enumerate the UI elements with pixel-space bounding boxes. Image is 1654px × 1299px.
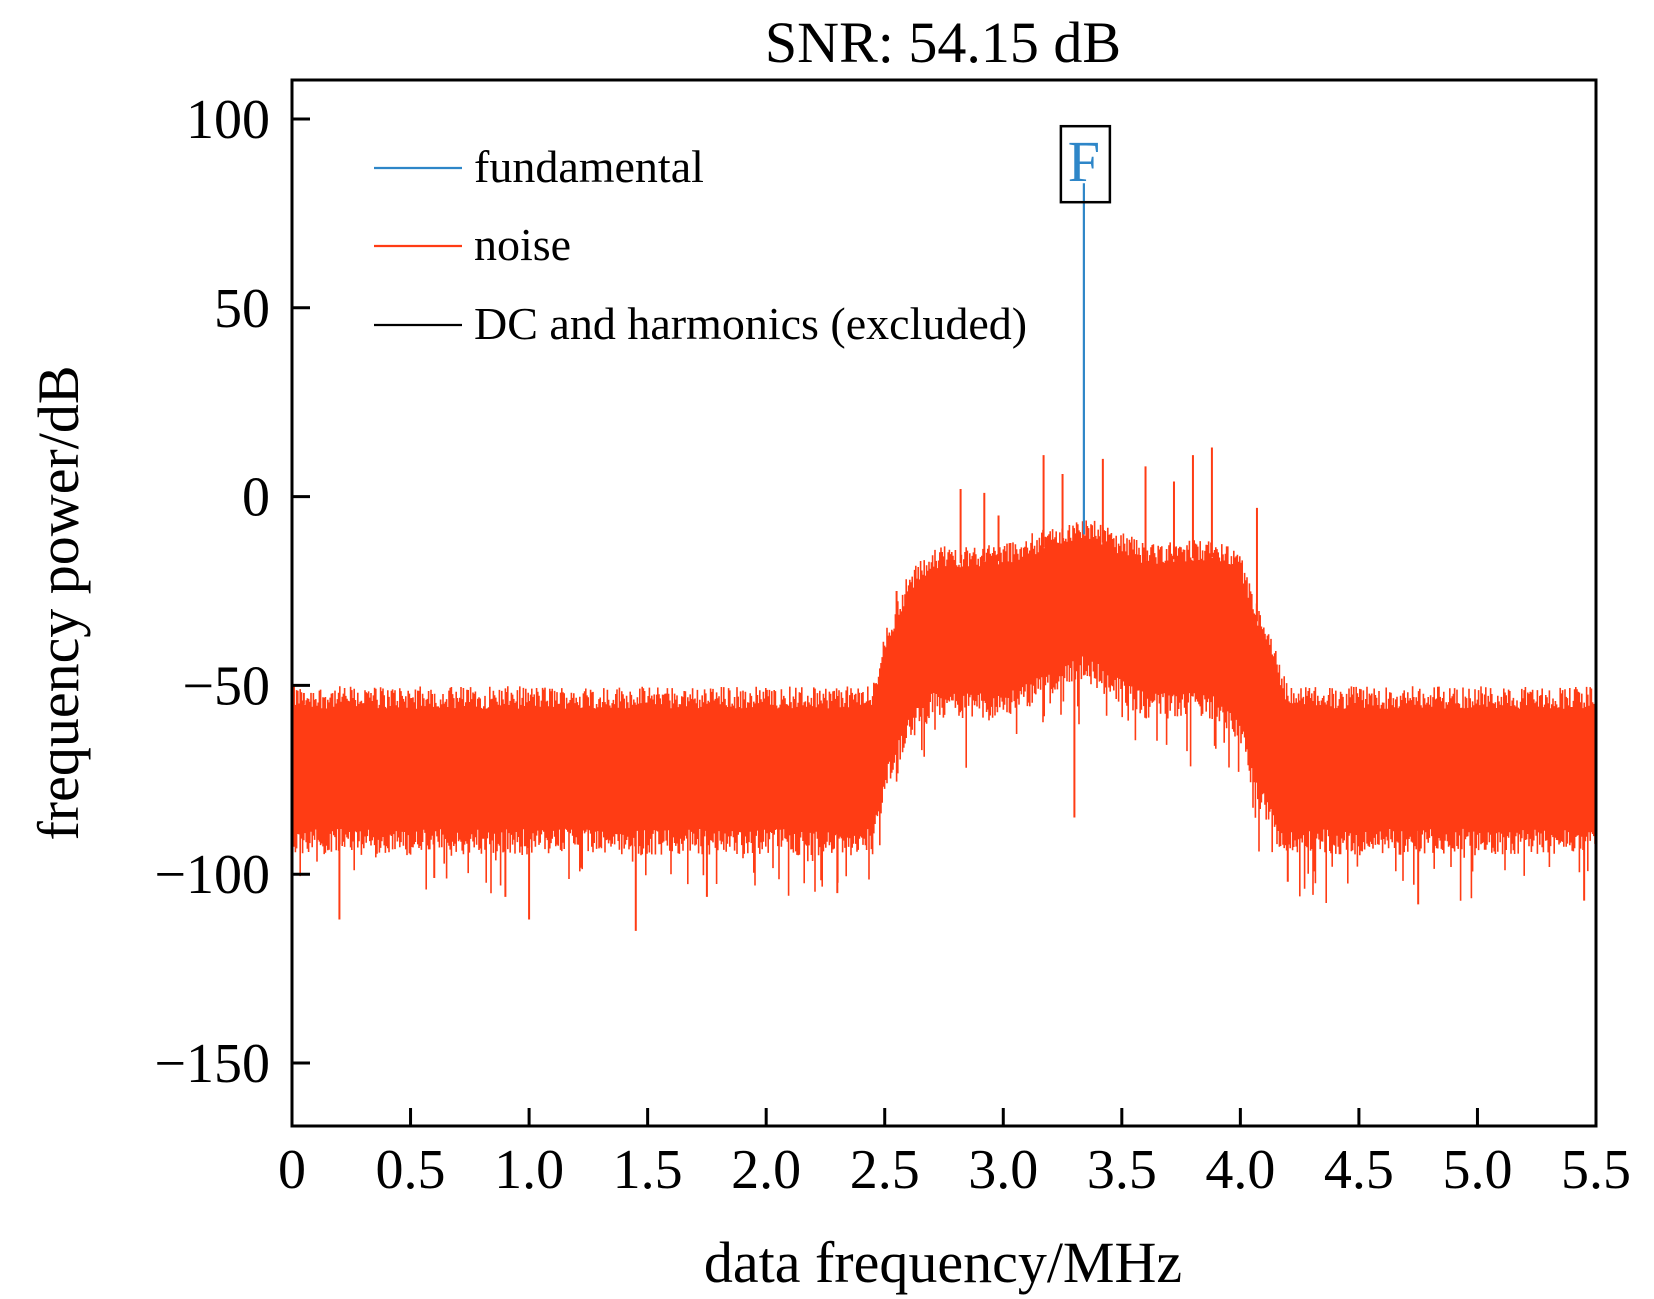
legend-label: noise: [474, 219, 571, 270]
x-tick-label: 2.0: [731, 1139, 801, 1201]
y-tick-label: 50: [214, 278, 270, 340]
x-tick-label: 5.0: [1442, 1139, 1512, 1201]
fundamental-marker: F: [1059, 124, 1112, 204]
y-tick-label: −100: [154, 844, 270, 906]
x-axis-ticks: 0 0.5 1.0 1.5 2.0 2.5 3.0 3.5 4.0 4.5 5.0 5.5: [278, 1108, 1631, 1201]
x-tick-label: 1.5: [613, 1139, 683, 1201]
marker-label: F: [1068, 129, 1100, 194]
x-axis-label: data frequency/MHz: [704, 1230, 1182, 1295]
legend-label: fundamental: [474, 141, 704, 192]
y-axis-label: frequency power/dB: [26, 365, 91, 840]
plot-frame: [290, 78, 1598, 1128]
x-tick-label: 0.5: [376, 1139, 446, 1201]
x-tick-label: 3.5: [1087, 1139, 1157, 1201]
x-tick-label: 3.0: [968, 1139, 1038, 1201]
x-tick-label: 4.5: [1324, 1139, 1394, 1201]
noise-band: [293, 520, 1595, 903]
y-tick-label: 0: [242, 467, 270, 529]
y-tick-label: −50: [182, 655, 270, 717]
x-tick-label: 0: [278, 1139, 306, 1201]
plot-area: [293, 183, 1595, 931]
marker-box: [1059, 124, 1112, 204]
legend-entry: DC and harmonics (excluded): [374, 298, 1027, 349]
x-tick-label: 2.5: [850, 1139, 920, 1201]
y-tick-label: 100: [186, 89, 270, 151]
x-tick-label: 1.0: [494, 1139, 564, 1201]
legend: fundamental noise DC and harmonics (exclud…: [374, 141, 1027, 349]
x-tick-label: 5.5: [1561, 1139, 1631, 1201]
x-tick-label: 4.0: [1205, 1139, 1275, 1201]
legend-entry: noise: [374, 219, 571, 270]
legend-label: DC and harmonics (excluded): [474, 298, 1027, 349]
chart-title: SNR: 54.15 dB: [765, 10, 1121, 75]
legend-entry: fundamental: [374, 141, 704, 192]
y-axis-ticks: 100 50 0 −50 −100 −150: [154, 89, 310, 1095]
y-tick-label: −150: [154, 1033, 270, 1095]
